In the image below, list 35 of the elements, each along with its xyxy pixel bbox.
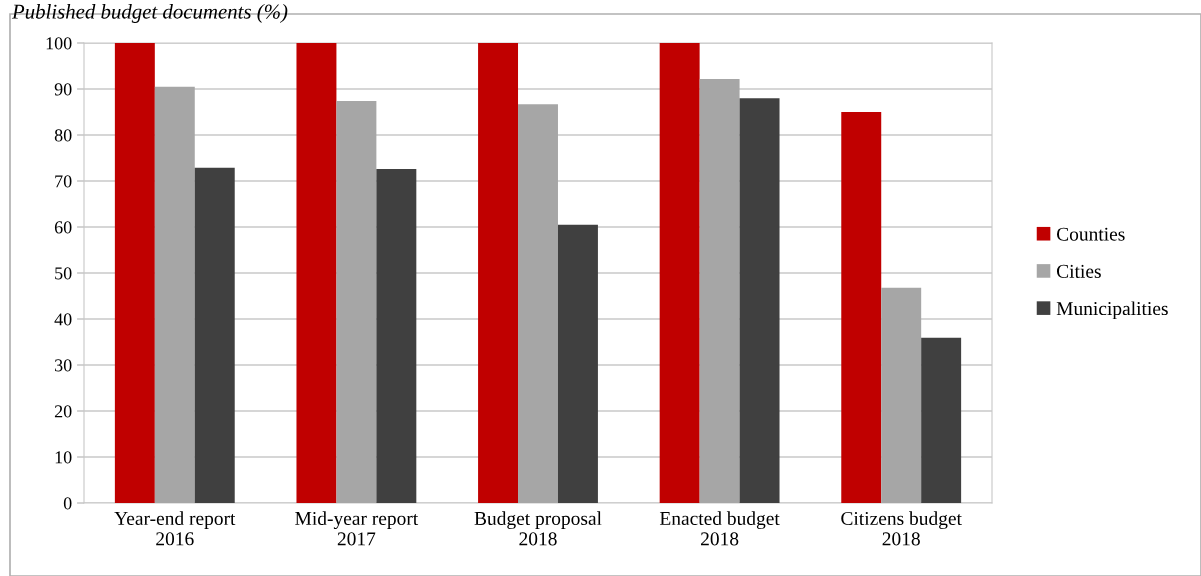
bar (296, 43, 337, 503)
y-tick-label: 10 (55, 451, 72, 464)
bar (154, 86, 195, 503)
y-tick-label: 100 (46, 37, 72, 50)
bar (841, 112, 882, 503)
y-tick-label: 0 (63, 497, 72, 510)
bar (557, 224, 598, 503)
bar (518, 104, 558, 503)
x-tick-label: Year-end report 2016 (114, 511, 236, 546)
bar (921, 337, 962, 503)
bar (699, 78, 740, 503)
y-tick-label: 40 (54, 313, 72, 326)
y-tick-label: 60 (54, 221, 72, 234)
x-tick-label: Citizens budget 2018 (841, 511, 962, 546)
y-tick-label: 50 (55, 267, 72, 280)
bar (739, 98, 780, 503)
y-tick-label: 70 (55, 175, 72, 188)
legend-label: Counties (1056, 227, 1125, 241)
x-tick-label: Budget proposal 2018 (474, 511, 602, 546)
y-tick-label: 80 (54, 129, 72, 142)
bar (114, 43, 155, 503)
x-tick-label: Mid-year report 2017 (295, 511, 419, 546)
y-tick-label: 20 (54, 405, 72, 418)
y-tick-label: 30 (55, 359, 72, 372)
y-tick-label: 90 (54, 83, 72, 96)
legend-label: Municipalities (1056, 301, 1168, 320)
legend-label: Cities (1056, 264, 1101, 278)
chart-title: Published budget documents (%) (11, 4, 288, 23)
bar (336, 100, 377, 503)
x-tick-label: Enacted budget 2018 (659, 511, 780, 546)
bar (881, 287, 922, 503)
bar (478, 43, 519, 503)
bar (194, 167, 235, 503)
bar (376, 169, 417, 503)
bar (659, 43, 700, 503)
